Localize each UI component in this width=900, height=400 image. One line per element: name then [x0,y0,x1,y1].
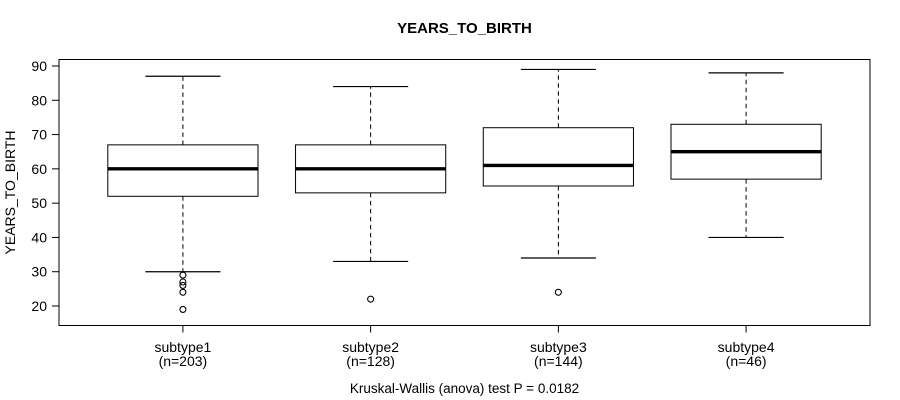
y-tick-label: 50 [31,195,47,211]
x-tick-count: (n=46) [726,353,767,369]
x-tick-count: (n=128) [346,353,395,369]
outlier-point [179,281,187,289]
x-tick-label: subtype4 [718,339,775,355]
outlier-point [179,278,187,286]
outlier-point [367,295,375,303]
y-tick-label: 40 [31,229,47,245]
x-tick-count: (n=144) [534,353,583,369]
y-tick-label: 80 [31,92,47,108]
plot-border [58,59,871,326]
outlier-point [179,271,187,279]
chart-title: YEARS_TO_BIRTH [397,20,532,37]
outlier-point [554,288,562,296]
y-tick-label: 30 [31,264,47,280]
y-tick-label: 20 [31,298,47,314]
box-iqr [107,144,259,197]
x-tick-label: subtype1 [154,339,211,355]
y-axis-title: YEARS_TO_BIRTH [2,131,18,255]
stat-test-caption: Kruskal-Wallis (anova) test P = 0.0182 [350,381,579,396]
outlier-point [179,288,187,296]
y-tick-label: 90 [31,58,47,74]
outlier-point [179,305,187,313]
y-tick-label: 70 [31,127,47,143]
box-iqr [482,127,634,187]
y-tick-label: 60 [31,161,47,177]
x-tick-label: subtype3 [530,339,587,355]
x-tick-label: subtype2 [342,339,399,355]
plot-area: 2030405060708090subtype1(n=203)subtype2(… [31,58,871,369]
x-tick-count: (n=203) [159,353,208,369]
